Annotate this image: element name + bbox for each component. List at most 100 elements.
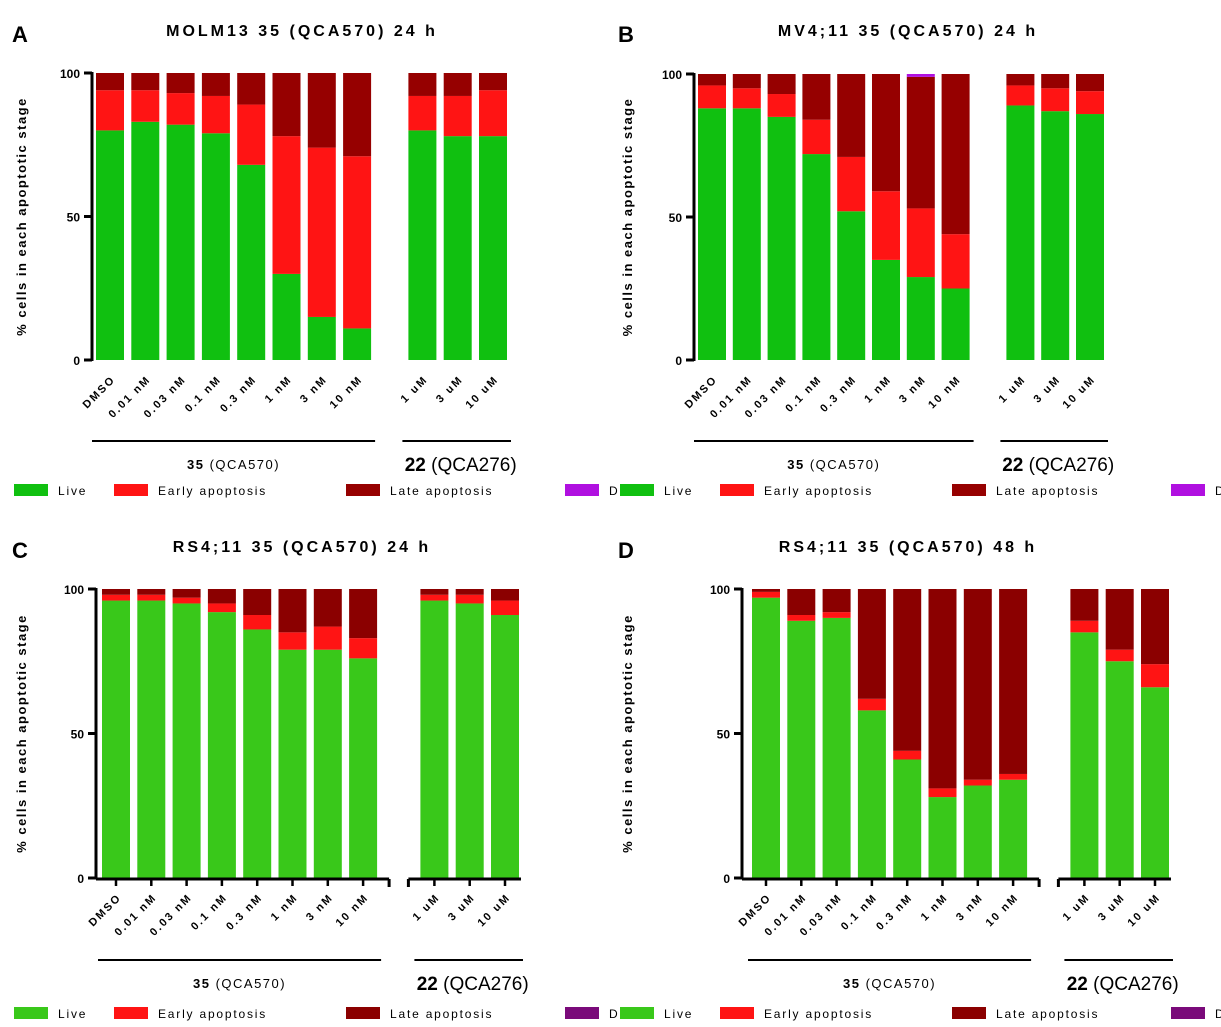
x-tick-label: 0.3 nM [818, 374, 859, 415]
group-label: 22 (QCA276) [1067, 974, 1179, 995]
legend-swatch-dead [565, 1007, 599, 1019]
x-tick-label: 3 uM [434, 374, 466, 406]
bar-live-1-um [1006, 105, 1035, 361]
x-tick-label: 3 uM [1096, 892, 1128, 924]
bar-early-apoptosis-1-um [1070, 620, 1099, 633]
chart-panel-d: D RS4;11 35 (QCA570) 48 h % cells in each … [618, 538, 1221, 1021]
x-tick-label: 3 nM [897, 374, 929, 406]
legend-label: Early apoptosis [158, 484, 267, 498]
legend-swatch-early-apoptosis [114, 1007, 148, 1019]
x-tick-label: 0.1 nM [839, 892, 880, 933]
y-tick-label: 50 [71, 728, 85, 742]
x-tick-label: 0.1 nM [189, 892, 230, 933]
y-tick-label: 100 [710, 583, 730, 597]
bar-early-apoptosis-1-um [1006, 85, 1035, 106]
legend-swatch-early-apoptosis [720, 484, 754, 496]
y-axis-label: % cells in each apoptotic stage [14, 614, 29, 853]
x-tick-label: 10 nM [334, 892, 372, 930]
bar-live-10-um [479, 136, 507, 360]
y-tick-label: 0 [675, 354, 682, 368]
bar-late-apoptosis-0-1-nm [857, 589, 886, 699]
x-tick-label: 1 nM [263, 374, 295, 406]
bar-early-apoptosis-10-nm [941, 234, 970, 289]
bar-late-apoptosis-dmso [96, 73, 124, 91]
bar-live-0-01-nm [131, 121, 160, 360]
bar-late-apoptosis-10-um [1076, 74, 1104, 92]
x-tick-label: 1 nM [862, 374, 894, 406]
y-tick-label: 0 [77, 872, 84, 886]
bar-early-apoptosis-3-nm [313, 626, 342, 650]
x-tick-label: 1 nM [919, 892, 951, 924]
bar-live-0-3-nm [837, 211, 866, 360]
bar-live-3-um [1105, 661, 1134, 878]
bar-late-apoptosis-0-1-nm [201, 73, 230, 96]
bar-live-0-3-nm [237, 164, 266, 360]
bar-late-apoptosis-10-nm [349, 589, 378, 639]
legend-label: Live [664, 484, 693, 498]
legend-swatch-dead [1171, 484, 1205, 496]
legend-label: Early apoptosis [158, 1007, 267, 1021]
y-axis-label: % cells in each apoptotic stage [14, 97, 29, 336]
legend-label: Live [58, 484, 87, 498]
bar-late-apoptosis-0-03-nm [767, 74, 796, 95]
chart-panel-a: A MOLM13 35 (QCA570) 24 h % cells in each … [12, 22, 643, 498]
bar-live-0-01-nm [137, 600, 166, 878]
bar-early-apoptosis-1-um [420, 594, 449, 601]
group-label: 22 (QCA276) [417, 974, 529, 995]
y-tick-label: 50 [669, 211, 683, 225]
bar-early-apoptosis-0-1-nm [201, 95, 230, 134]
panel-letter: C [12, 538, 28, 563]
bar-late-apoptosis-1-nm [928, 589, 957, 789]
x-tick-label: 10 nM [984, 892, 1022, 930]
bar-live-dmso [102, 600, 130, 878]
bar-late-apoptosis-1-nm [272, 73, 301, 137]
bar-early-apoptosis-3-nm [307, 147, 336, 317]
bar-late-apoptosis-0-03-nm [166, 73, 195, 94]
bar-live-1-nm [928, 797, 957, 878]
bar-live-0-01-nm [787, 620, 816, 878]
bar-live-dmso [96, 130, 124, 360]
panel-letter: A [12, 22, 28, 47]
bar-late-apoptosis-3-nm [963, 589, 992, 780]
bar-early-apoptosis-0-03-nm [767, 94, 796, 117]
legend-label: Early apoptosis [764, 1007, 873, 1021]
bar-live-3-nm [307, 316, 336, 360]
bar-early-apoptosis-10-nm [349, 638, 378, 659]
bar-live-10-nm [349, 658, 378, 878]
bar-late-apoptosis-1-nm [872, 74, 900, 192]
bar-late-apoptosis-10-um [491, 589, 519, 601]
legend-label: Live [58, 1007, 87, 1021]
bar-live-3-nm [963, 785, 992, 878]
bar-early-apoptosis-0-01-nm [137, 594, 166, 601]
group-label: 22 (QCA276) [1002, 455, 1114, 476]
bar-late-apoptosis-10-nm [343, 73, 372, 157]
bar-live-3-um [443, 136, 472, 360]
group-label: 35 (QCA570) [787, 457, 880, 472]
bar-early-apoptosis-10-um [1141, 664, 1169, 688]
chart-title: MOLM13 35 (QCA570) 24 h [166, 23, 438, 40]
bar-late-apoptosis-1-um [420, 589, 449, 595]
bar-late-apoptosis-10-um [479, 73, 507, 91]
x-tick-label: 10 uM [1126, 892, 1164, 930]
bar-late-apoptosis-0-01-nm [787, 589, 816, 616]
legend-swatch-late-apoptosis [952, 484, 986, 496]
legend-swatch-early-apoptosis [720, 1007, 754, 1019]
bar-live-3-um [455, 603, 484, 878]
bar-early-apoptosis-0-3-nm [237, 104, 266, 165]
bar-live-0-03-nm [822, 617, 851, 878]
bar-late-apoptosis-0-01-nm [131, 73, 160, 91]
bar-late-apoptosis-3-nm [307, 73, 336, 148]
x-tick-label: 0.1 nM [183, 374, 224, 415]
y-tick-label: 100 [60, 67, 80, 81]
legend-swatch-early-apoptosis [114, 484, 148, 496]
y-tick-label: 0 [73, 354, 80, 368]
bar-early-apoptosis-1-nm [272, 136, 301, 274]
legend-label: Late apoptosis [996, 1007, 1099, 1021]
chart-title: RS4;11 35 (QCA570) 48 h [779, 539, 1037, 556]
x-tick-label: 0.3 nM [874, 892, 915, 933]
bar-live-3-nm [906, 277, 935, 360]
bar-live-10-um [1076, 114, 1104, 360]
group-label: 35 (QCA570) [193, 976, 286, 991]
chart-title: MV4;11 35 (QCA570) 24 h [778, 23, 1038, 40]
x-tick-label: 1 uM [1061, 892, 1093, 924]
